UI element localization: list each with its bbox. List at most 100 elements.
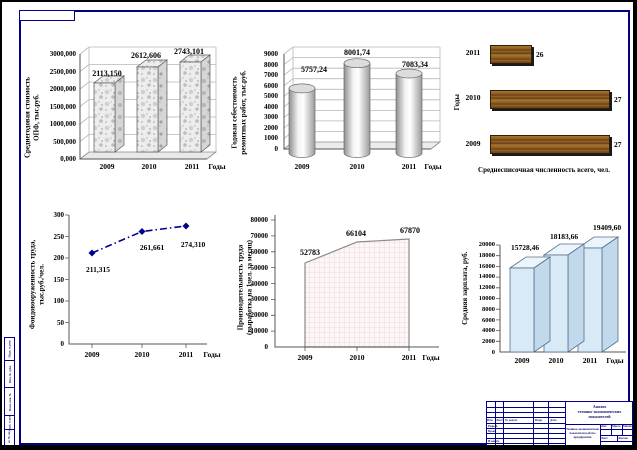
data-label: 8001,74 <box>344 48 370 57</box>
margin-cell-label: Подп. и дата <box>7 416 12 430</box>
chart-labour-productivity-plot <box>271 215 439 351</box>
data-label: 52783 <box>300 248 320 257</box>
ytick: 2010 <box>465 93 481 102</box>
data-label: 18183,66 <box>549 232 579 241</box>
ytick: 2011 <box>465 48 481 57</box>
data-label: 211,315 <box>86 265 110 274</box>
chart-avg-opf-cost-yticks: 3000,000 2500,000 2000,000 1500,000 1000… <box>20 50 76 163</box>
ytick: 3000 <box>264 113 278 122</box>
ytick: 6000 <box>264 81 278 90</box>
ytick: 50 <box>57 318 64 327</box>
stamp-title-line: Технико-экономические <box>566 427 599 431</box>
stamp-line <box>487 417 565 418</box>
xtick: 2009 <box>514 356 530 365</box>
xtick: 2011 <box>401 162 417 171</box>
ytick: 30000 <box>250 295 269 304</box>
ytitle-line: Годы <box>452 94 461 111</box>
ytick: 7000 <box>264 71 278 80</box>
ytick: 300 <box>53 211 65 219</box>
margin-cell-label: Инв. № дубл. <box>7 365 12 383</box>
stamp-line <box>503 402 504 445</box>
stamp-row-utv: Утв. <box>488 444 495 448</box>
margin-cell: Взам. инв. № <box>5 388 14 416</box>
stamp-line <box>600 429 633 430</box>
stamp-title: Технико-экономические показатели работы … <box>566 427 599 439</box>
xaxis-label: Годы <box>208 162 226 171</box>
ytick: 1000 <box>264 134 278 143</box>
xtick: 2010 <box>134 350 150 359</box>
ytick: 4000 <box>264 102 278 111</box>
ytick: 10000 <box>478 294 495 302</box>
data-label: 27 <box>614 140 622 149</box>
xaxis-label: Годы <box>606 356 624 365</box>
chart-capital-labour-ratio-yticks: 300 250 200 150 100 50 0 <box>20 211 65 348</box>
ytick: 250 <box>53 232 65 241</box>
data-label: 26 <box>536 50 544 59</box>
stamp-line <box>487 407 565 408</box>
stamp-col-izm: Изм. <box>487 418 494 422</box>
ytick: 1500,000 <box>49 102 76 111</box>
chart-repair-cost-yticks: 9000 8000 7000 6000 5000 4000 3000 2000 … <box>226 50 278 153</box>
title-block: Изм. Лист № докум. Подп. Дата Разраб. Пр… <box>486 401 633 448</box>
ytick: 0 <box>274 144 279 153</box>
stamp-col-podp: Подп. <box>535 418 543 422</box>
stamp-line <box>487 443 565 444</box>
data-label: 27 <box>614 95 622 104</box>
xtick: 2011 <box>582 356 598 365</box>
ytick: 4000 <box>482 327 495 335</box>
stamp-row-razrab: Разраб. <box>488 424 498 428</box>
ytick: 2000,000 <box>49 85 76 93</box>
chart-capital-labour-ratio: Фондовооруженность труда, тыс.руб./чел. … <box>20 207 232 372</box>
stamp-col-doc: № докум. <box>505 418 518 422</box>
xtick: 2010 <box>141 162 157 171</box>
bar-2009 <box>490 135 610 154</box>
stamp-designation-line: технико-экономических <box>577 409 622 414</box>
bar-2011 <box>490 45 532 64</box>
ytick: 2009 <box>465 139 481 148</box>
stamp-line <box>600 441 633 442</box>
stamp-designation: Анализ технико-экономических показателей <box>566 404 633 419</box>
xtick: 2011 <box>178 350 194 359</box>
ytick: 60000 <box>250 247 269 256</box>
stamp-line <box>565 424 633 425</box>
stamp-line <box>487 428 565 429</box>
ytick: 150 <box>53 275 65 284</box>
stamp-line <box>533 402 534 445</box>
ytick: 6000 <box>482 316 495 324</box>
ytick: 14000 <box>478 273 495 281</box>
stamp-line <box>487 423 565 424</box>
margin-cell: Инв. № дубл. <box>5 361 14 388</box>
chart-avg-opf-cost: Среднегодовая стоимость ОПФ, тыс.руб. 30… <box>20 40 232 200</box>
data-label: 2743,101 <box>174 47 204 56</box>
margin-cell-label: Инв. № подл. <box>7 430 12 443</box>
ytick: 200 <box>53 254 65 262</box>
stamp-scale-label: Масштаб <box>623 424 633 428</box>
chart-repair-cost-plot <box>282 46 442 158</box>
chart-avg-opf-cost-plot <box>78 46 218 160</box>
ytick: 1000,000 <box>49 120 76 128</box>
stamp-lit-label: Лит. <box>601 424 607 428</box>
margin-cell-label: Подп. и дата <box>7 340 12 358</box>
ytick: 500,000 <box>53 137 76 146</box>
top-left-corner-box <box>19 10 75 21</box>
ytick: 80000 <box>250 216 269 224</box>
ytick: 5000 <box>264 92 278 101</box>
ytick: 50000 <box>250 263 269 272</box>
stamp-col-data: Дата <box>550 418 557 422</box>
data-label: 19409,60 <box>592 223 622 232</box>
margin-cell-label: Взам. инв. № <box>7 392 12 411</box>
left-margin-strip: Подп. и дата Инв. № дубл. Взам. инв. № П… <box>4 337 15 445</box>
xaxis-label: Годы <box>203 350 221 359</box>
ytick: 12000 <box>478 284 495 292</box>
stamp-mass-label: Масса <box>612 424 621 428</box>
stamp-col-list: Лист <box>496 418 503 422</box>
data-label: 5757,24 <box>301 65 327 74</box>
ytick: 16000 <box>478 262 495 270</box>
ytick: 70000 <box>250 231 269 240</box>
stamp-line <box>487 412 565 413</box>
chart-avg-salary-plot <box>496 236 626 353</box>
stamp-title-line: показатели работы <box>569 431 596 435</box>
xtick: 2010 <box>349 353 365 362</box>
chart-avg-salary: Средняя зарплата, руб. 20000 18000 16000… <box>454 207 633 377</box>
data-label: 261,661 <box>139 243 165 252</box>
